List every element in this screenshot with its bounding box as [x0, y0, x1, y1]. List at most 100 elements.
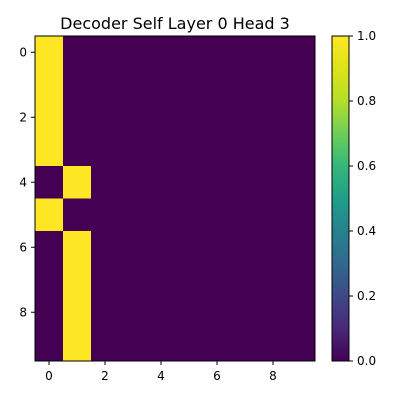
heatmap-cell-r0-c6 — [203, 36, 232, 69]
heatmap-cell-r6-c6 — [203, 231, 232, 264]
heatmap-cell-r2-c8 — [259, 101, 288, 134]
x-axis: 0 2 4 6 8 — [45, 361, 277, 383]
heatmap-cell-r5-c5 — [175, 198, 204, 232]
heatmap-cell-r3-c9 — [287, 133, 316, 167]
heatmap-cell-r0-c2 — [91, 36, 120, 69]
heatmap-cell-r7-c8 — [259, 263, 288, 297]
heatmap-cell-r4-c4 — [147, 166, 176, 199]
heatmap-cell-r1-c1 — [63, 68, 92, 102]
heatmap-cell-r9-c7 — [231, 328, 260, 362]
chart-title: Decoder Self Layer 0 Head 3 — [60, 14, 290, 33]
heatmap-cell-r9-c1 — [63, 328, 92, 362]
colorbar-tick-label: 0.0 — [357, 354, 376, 368]
heatmap-cell-r1-c7 — [231, 68, 260, 102]
heatmap-cell-r2-c1 — [63, 101, 92, 134]
heatmap-cell-r3-c6 — [203, 133, 232, 167]
heatmap-cell-r1-c5 — [175, 68, 204, 102]
heatmap-cells — [35, 36, 316, 362]
heatmap-cell-r8-c8 — [259, 296, 288, 329]
heatmap-cell-r7-c9 — [287, 263, 316, 297]
heatmap-cell-r3-c2 — [91, 133, 120, 167]
heatmap-cell-r8-c2 — [91, 296, 120, 329]
heatmap-cell-r1-c8 — [259, 68, 288, 102]
heatmap-cell-r1-c2 — [91, 68, 120, 102]
heatmap-cell-r7-c7 — [231, 263, 260, 297]
heatmap-cell-r6-c8 — [259, 231, 288, 264]
heatmap-cell-r6-c9 — [287, 231, 316, 264]
heatmap-cell-r7-c4 — [147, 263, 176, 297]
heatmap-cell-r9-c6 — [203, 328, 232, 362]
heatmap-cell-r0-c1 — [63, 36, 92, 69]
heatmap-cell-r1-c6 — [203, 68, 232, 102]
heatmap-cell-r2-c7 — [231, 101, 260, 134]
heatmap-cell-r8-c4 — [147, 296, 176, 329]
heatmap-cell-r0-c3 — [119, 36, 148, 69]
colorbar-tick-label: 0.8 — [357, 94, 376, 108]
y-tick-label: 4 — [19, 175, 27, 189]
heatmap-cell-r9-c8 — [259, 328, 288, 362]
heatmap-cell-r6-c2 — [91, 231, 120, 264]
heatmap-cell-r3-c3 — [119, 133, 148, 167]
x-tick-label: 4 — [157, 369, 165, 383]
heatmap-cell-r1-c3 — [119, 68, 148, 102]
heatmap-cell-r4-c7 — [231, 166, 260, 199]
heatmap-cell-r5-c6 — [203, 198, 232, 232]
heatmap-cell-r5-c1 — [63, 198, 92, 232]
x-tick-label: 0 — [45, 369, 53, 383]
heatmap-cell-r6-c3 — [119, 231, 148, 264]
x-tick-label: 8 — [269, 369, 277, 383]
heatmap-cell-r7-c5 — [175, 263, 204, 297]
colorbar-gradient — [332, 36, 349, 361]
heatmap-cell-r4-c1 — [63, 166, 92, 199]
heatmap-cell-r1-c9 — [287, 68, 316, 102]
colorbar-tick-label: 0.6 — [357, 159, 376, 173]
heatmap-cell-r9-c4 — [147, 328, 176, 362]
heatmap-cell-r7-c1 — [63, 263, 92, 297]
heatmap-cell-r9-c0 — [35, 328, 64, 362]
colorbar: 0.0 0.2 0.4 0.6 0.8 1.0 — [331, 29, 376, 368]
heatmap-cell-r3-c8 — [259, 133, 288, 167]
heatmap-cell-r8-c7 — [231, 296, 260, 329]
heatmap-cell-r6-c1 — [63, 231, 92, 264]
heatmap-cell-r4-c2 — [91, 166, 120, 199]
colorbar-frame — [331, 35, 350, 362]
heatmap-cell-r3-c4 — [147, 133, 176, 167]
y-tick-label: 8 — [19, 305, 27, 319]
heatmap-cell-r2-c5 — [175, 101, 204, 134]
heatmap-cell-r3-c1 — [63, 133, 92, 167]
heatmap-cell-r8-c3 — [119, 296, 148, 329]
x-tick-label: 6 — [213, 369, 221, 383]
heatmap-cell-r5-c8 — [259, 198, 288, 232]
heatmap-cell-r7-c3 — [119, 263, 148, 297]
x-tick-label: 2 — [101, 369, 109, 383]
heatmap-cell-r0-c0 — [35, 36, 64, 69]
heatmap-cell-r0-c4 — [147, 36, 176, 69]
heatmap-cell-r8-c1 — [63, 296, 92, 329]
heatmap-cell-r0-c8 — [259, 36, 288, 69]
heatmap-cell-r4-c9 — [287, 166, 316, 199]
heatmap-cell-r7-c6 — [203, 263, 232, 297]
heatmap-cell-r8-c0 — [35, 296, 64, 329]
heatmap-cell-r5-c2 — [91, 198, 120, 232]
heatmap-cell-r1-c0 — [35, 68, 64, 102]
heatmap-cell-r6-c0 — [35, 231, 64, 264]
heatmap-cell-r2-c9 — [287, 101, 316, 134]
heatmap-cell-r3-c7 — [231, 133, 260, 167]
heatmap-cell-r9-c9 — [287, 328, 316, 362]
heatmap-cell-r3-c5 — [175, 133, 204, 167]
heatmap-cell-r2-c2 — [91, 101, 120, 134]
heatmap-cell-r4-c8 — [259, 166, 288, 199]
heatmap-cell-r5-c0 — [35, 198, 64, 232]
heatmap-cell-r0-c9 — [287, 36, 316, 69]
heatmap-cell-r9-c2 — [91, 328, 120, 362]
heatmap-cell-r9-c5 — [175, 328, 204, 362]
heatmap-cell-r4-c5 — [175, 166, 204, 199]
heatmap-cell-r0-c7 — [231, 36, 260, 69]
y-tick-label: 6 — [19, 240, 27, 254]
plot-frame — [34, 35, 316, 362]
heatmap-cell-r2-c4 — [147, 101, 176, 134]
heatmap-cell-r2-c0 — [35, 101, 64, 134]
heatmap-cell-r1-c4 — [147, 68, 176, 102]
